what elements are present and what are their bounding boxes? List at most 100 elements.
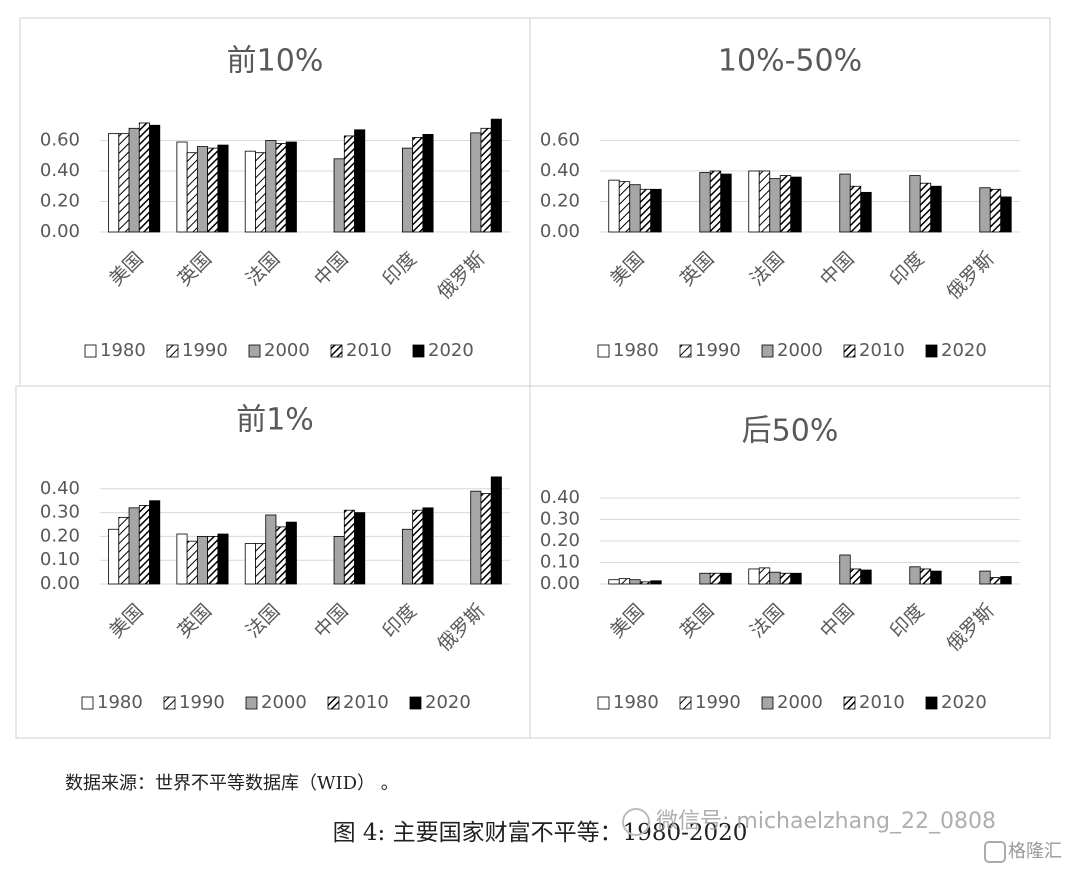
bar	[196, 146, 209, 233]
bar	[919, 182, 932, 233]
legend-swatch	[330, 344, 343, 358]
bar	[333, 536, 345, 585]
bar	[758, 170, 771, 233]
chart-title: 前10%	[227, 44, 324, 79]
bar	[354, 512, 366, 585]
bar	[839, 554, 851, 585]
bar	[412, 137, 424, 233]
bar	[265, 514, 277, 585]
y-tick-label: 0.40	[40, 478, 80, 499]
legend-label: 2020	[941, 340, 987, 361]
x-tick-label: 俄罗斯	[943, 248, 999, 304]
x-tick-label: 法国	[242, 600, 284, 642]
legend-label: 2010	[343, 692, 389, 713]
y-tick-label: 0.60	[540, 130, 580, 151]
watermark: 微信号: michaelzhang_22_0808	[656, 809, 996, 834]
bar	[275, 526, 287, 585]
legend-swatch	[925, 344, 938, 358]
bar	[779, 175, 792, 233]
bar	[720, 572, 732, 585]
y-tick-label: 0.00	[40, 573, 80, 594]
bar	[790, 176, 802, 233]
bar	[333, 158, 345, 233]
legend-swatch	[166, 344, 179, 358]
legend-label: 1980	[613, 692, 659, 713]
x-tick-label: 俄罗斯	[943, 600, 999, 656]
legend-label: 2010	[859, 692, 905, 713]
bar	[849, 568, 862, 585]
bar	[849, 185, 862, 233]
bar	[1000, 196, 1012, 233]
bar	[769, 178, 781, 233]
bar	[108, 133, 120, 233]
x-tick-label: 中国	[310, 248, 352, 290]
bar	[989, 188, 1002, 233]
brand-logo	[984, 841, 1006, 863]
bar	[608, 179, 620, 233]
bar	[244, 150, 256, 233]
chart-title: 10%-50%	[718, 44, 862, 79]
bar	[354, 129, 366, 233]
bar	[470, 490, 482, 585]
legend-swatch	[84, 344, 97, 358]
legend-label: 1980	[613, 340, 659, 361]
legend-swatch	[412, 344, 425, 358]
chart-title: 前1%	[236, 403, 314, 438]
y-tick-label: 0.20	[540, 530, 580, 551]
bar	[490, 118, 502, 233]
x-tick-label: 俄罗斯	[433, 600, 489, 656]
bar	[979, 570, 991, 585]
legend-label: 1980	[100, 340, 146, 361]
bar	[839, 173, 851, 233]
bar	[128, 507, 140, 585]
y-tick-label: 0.00	[40, 221, 80, 242]
x-tick-label: 印度	[886, 248, 928, 290]
bar	[285, 521, 297, 585]
bar	[629, 184, 641, 233]
bar	[207, 536, 219, 585]
bar	[275, 143, 287, 233]
bar	[618, 181, 631, 233]
x-tick-label: 印度	[886, 600, 928, 642]
bar	[699, 572, 711, 585]
legend-label: 2020	[425, 692, 471, 713]
bar	[779, 572, 792, 585]
legend-label: 1990	[179, 692, 225, 713]
bar	[650, 188, 662, 233]
bar	[748, 568, 760, 585]
bar	[149, 124, 161, 233]
bar	[118, 516, 130, 585]
legend-swatch	[245, 696, 258, 710]
legend-swatch	[925, 696, 938, 710]
bar	[709, 170, 722, 233]
bar	[285, 141, 297, 233]
bar	[979, 187, 991, 233]
legend-swatch	[679, 696, 692, 710]
y-tick-label: 0.00	[540, 573, 580, 594]
source-note: 数据来源：世界不平等数据库（WID） 。	[65, 773, 399, 794]
legend-label: 1990	[182, 340, 228, 361]
bar	[207, 147, 219, 233]
legend-label: 2000	[261, 692, 307, 713]
bar	[860, 191, 872, 233]
x-tick-label: 中国	[310, 600, 352, 642]
x-tick-label: 美国	[105, 600, 147, 642]
watermark-icon	[622, 808, 650, 836]
bar	[401, 528, 414, 585]
bar	[128, 127, 140, 233]
y-tick-label: 0.40	[540, 487, 580, 508]
x-tick-label: 美国	[105, 248, 147, 290]
bar	[480, 493, 492, 585]
y-tick-label: 0.60	[40, 130, 80, 151]
x-tick-label: 美国	[606, 600, 648, 642]
x-tick-label: 英国	[676, 600, 718, 642]
legend-swatch	[248, 344, 261, 358]
bar	[401, 147, 414, 233]
bar	[639, 581, 652, 585]
bar	[255, 543, 267, 585]
bar	[186, 152, 198, 233]
legend-label: 1980	[97, 692, 143, 713]
bar	[720, 173, 732, 233]
legend-label: 2000	[264, 340, 310, 361]
bar	[490, 476, 502, 585]
